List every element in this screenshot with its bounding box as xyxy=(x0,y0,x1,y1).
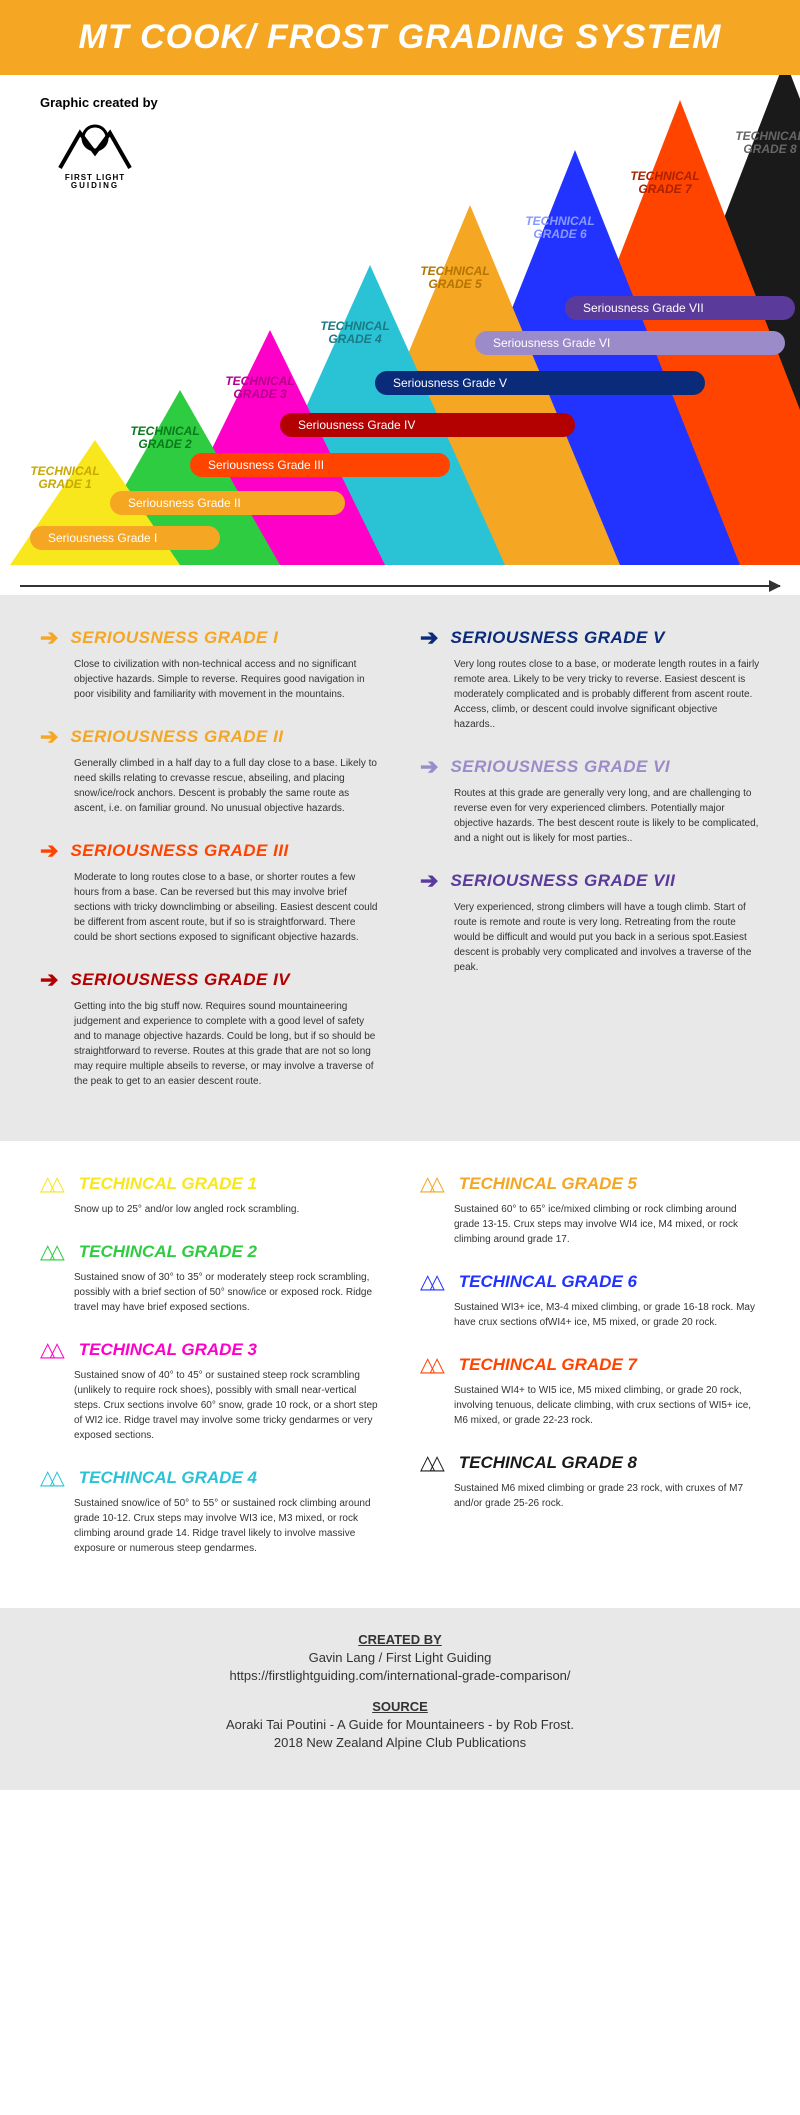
mountain-icon: △△ xyxy=(40,1239,59,1264)
grade-desc: Sustained snow/ice of 50° to 55° or sust… xyxy=(74,1496,380,1556)
triangle-label-5: TECHNICAL GRADE 5 xyxy=(420,265,490,291)
grade-desc: Close to civilization with non-technical… xyxy=(74,657,380,702)
grade-title: TECHINCAL GRADE 7 xyxy=(459,1355,637,1375)
grade-title: TECHINCAL GRADE 2 xyxy=(79,1242,257,1262)
arrow-icon: ➔ xyxy=(40,724,58,750)
grade-desc: Very long routes close to a base, or mod… xyxy=(454,657,760,732)
triangle-label-1: TECHNICAL GRADE 1 xyxy=(30,465,100,491)
page-title: MT COOK/ FROST GRADING SYSTEM xyxy=(30,18,770,57)
grade-title: SERIOUSNESS GRADE VI xyxy=(450,757,670,777)
hero-chart: Graphic created by FIRST LIGHT GUIDING T… xyxy=(0,75,800,595)
grade-title: SERIOUSNESS GRADE VII xyxy=(450,871,675,891)
created-by-name: Gavin Lang / First Light Guiding xyxy=(24,1650,776,1665)
seriousness-grade-VI: ➔ SERIOUSNESS GRADE VI Routes at this grad… xyxy=(420,754,760,846)
seriousness-grade-V: ➔ SERIOUSNESS GRADE V Very long routes clo… xyxy=(420,625,760,732)
grade-title: SERIOUSNESS GRADE I xyxy=(70,628,278,648)
seriousness-grade-III: ➔ SERIOUSNESS GRADE III Moderate to long r… xyxy=(40,838,380,945)
source-line-2: 2018 New Zealand Alpine Club Publication… xyxy=(24,1735,776,1750)
seriousness-grade-II: ➔ SERIOUSNESS GRADE II Generally climbed i… xyxy=(40,724,380,816)
grade-desc: Sustained M6 mixed climbing or grade 23 … xyxy=(454,1481,760,1511)
triangle-label-6: TECHNICAL GRADE 6 xyxy=(525,215,595,241)
mountain-icon: △△ xyxy=(40,1171,59,1196)
created-by-label: CREATED BY xyxy=(24,1632,776,1647)
grade-title: TECHINCAL GRADE 3 xyxy=(79,1340,257,1360)
arrow-icon: ➔ xyxy=(40,625,58,651)
mountain-icon: △△ xyxy=(420,1269,439,1294)
technical-grade-1: △△ TECHINCAL GRADE 1 Snow up to 25° and/or… xyxy=(40,1171,380,1217)
grade-title: SERIOUSNESS GRADE V xyxy=(450,628,665,648)
grade-title: TECHINCAL GRADE 1 xyxy=(79,1174,257,1194)
grade-title: TECHINCAL GRADE 4 xyxy=(79,1468,257,1488)
technical-grade-7: △△ TECHINCAL GRADE 7 Sustained WI4+ to WI5… xyxy=(420,1352,760,1428)
triangle-label-8: TECHNICAL GRADE 8 xyxy=(735,130,800,156)
grade-title: TECHINCAL GRADE 5 xyxy=(459,1174,637,1194)
grade-desc: Very experienced, strong climbers will h… xyxy=(454,900,760,975)
grade-desc: Getting into the big stuff now. Requires… xyxy=(74,999,380,1089)
footer: CREATED BY Gavin Lang / First Light Guid… xyxy=(0,1608,800,1790)
grade-desc: Sustained snow of 30° to 35° or moderate… xyxy=(74,1270,380,1315)
arrow-icon: ➔ xyxy=(420,754,438,780)
mountain-icon: △△ xyxy=(40,1337,59,1362)
grade-title: SERIOUSNESS GRADE IV xyxy=(70,970,290,990)
triangle-label-2: TECHNICAL GRADE 2 xyxy=(130,425,200,451)
seriousness-band-5: Seriousness Grade V xyxy=(375,371,705,395)
seriousness-grade-IV: ➔ SERIOUSNESS GRADE IV Getting into the bi… xyxy=(40,967,380,1089)
technical-grade-5: △△ TECHINCAL GRADE 5 Sustained 60° to 65° … xyxy=(420,1171,760,1247)
seriousness-band-3: Seriousness Grade III xyxy=(190,453,450,477)
technical-grade-4: △△ TECHINCAL GRADE 4 Sustained snow/ice of… xyxy=(40,1465,380,1556)
mountain-icon: △△ xyxy=(40,1465,59,1490)
triangle-label-7: TECHNICAL GRADE 7 xyxy=(630,170,700,196)
grade-title: SERIOUSNESS GRADE II xyxy=(70,727,283,747)
logo: FIRST LIGHT GUIDING xyxy=(40,118,150,188)
seriousness-band-7: Seriousness Grade VII xyxy=(565,296,795,320)
title-bar: MT COOK/ FROST GRADING SYSTEM xyxy=(0,0,800,75)
triangle-label-3: TECHNICAL GRADE 3 xyxy=(225,375,295,401)
svg-text:GUIDING: GUIDING xyxy=(71,181,119,188)
seriousness-band-6: Seriousness Grade VI xyxy=(475,331,785,355)
technical-grade-2: △△ TECHINCAL GRADE 2 Sustained snow of 30°… xyxy=(40,1239,380,1315)
mountain-icon: △△ xyxy=(420,1450,439,1475)
arrow-icon: ➔ xyxy=(420,868,438,894)
technical-section: △△ TECHINCAL GRADE 1 Snow up to 25° and/or… xyxy=(0,1141,800,1608)
seriousness-grade-I: ➔ SERIOUSNESS GRADE I Close to civilizatio… xyxy=(40,625,380,702)
source-line-1: Aoraki Tai Poutini - A Guide for Mountai… xyxy=(24,1717,776,1732)
grade-desc: Sustained WI4+ to WI5 ice, M5 mixed clim… xyxy=(454,1383,760,1428)
arrow-icon: ➔ xyxy=(40,967,58,993)
mountain-icon: △△ xyxy=(420,1352,439,1377)
source-label: SOURCE xyxy=(24,1699,776,1714)
grade-desc: Sustained WI3+ ice, M3-4 mixed climbing,… xyxy=(454,1300,760,1330)
arrow-icon: ➔ xyxy=(420,625,438,651)
x-axis-arrow xyxy=(20,585,780,587)
seriousness-section: ➔ SERIOUSNESS GRADE I Close to civilizatio… xyxy=(0,595,800,1141)
grade-desc: Generally climbed in a half day to a ful… xyxy=(74,756,380,816)
mountain-icon: △△ xyxy=(420,1171,439,1196)
credit-label: Graphic created by xyxy=(40,95,158,110)
grade-title: TECHINCAL GRADE 6 xyxy=(459,1272,637,1292)
triangle-label-4: TECHNICAL GRADE 4 xyxy=(320,320,390,346)
arrow-icon: ➔ xyxy=(40,838,58,864)
seriousness-band-4: Seriousness Grade IV xyxy=(280,413,575,437)
technical-grade-3: △△ TECHINCAL GRADE 3 Sustained snow of 40°… xyxy=(40,1337,380,1443)
technical-grade-8: △△ TECHINCAL GRADE 8 Sustained M6 mixed cl… xyxy=(420,1450,760,1511)
grade-title: TECHINCAL GRADE 8 xyxy=(459,1453,637,1473)
seriousness-band-1: Seriousness Grade I xyxy=(30,526,220,550)
grade-desc: Snow up to 25° and/or low angled rock sc… xyxy=(74,1202,380,1217)
grade-desc: Moderate to long routes close to a base,… xyxy=(74,870,380,945)
credit-block: Graphic created by FIRST LIGHT GUIDING xyxy=(40,95,158,188)
seriousness-grade-VII: ➔ SERIOUSNESS GRADE VII Very experienced, … xyxy=(420,868,760,975)
technical-grade-6: △△ TECHINCAL GRADE 6 Sustained WI3+ ice, M… xyxy=(420,1269,760,1330)
grade-title: SERIOUSNESS GRADE III xyxy=(70,841,288,861)
created-by-url: https://firstlightguiding.com/internatio… xyxy=(24,1668,776,1683)
seriousness-band-2: Seriousness Grade II xyxy=(110,491,345,515)
grade-desc: Sustained 60° to 65° ice/mixed climbing … xyxy=(454,1202,760,1247)
grade-desc: Sustained snow of 40° to 45° or sustaine… xyxy=(74,1368,380,1443)
logo-svg: FIRST LIGHT GUIDING xyxy=(40,118,150,188)
grade-desc: Routes at this grade are generally very … xyxy=(454,786,760,846)
